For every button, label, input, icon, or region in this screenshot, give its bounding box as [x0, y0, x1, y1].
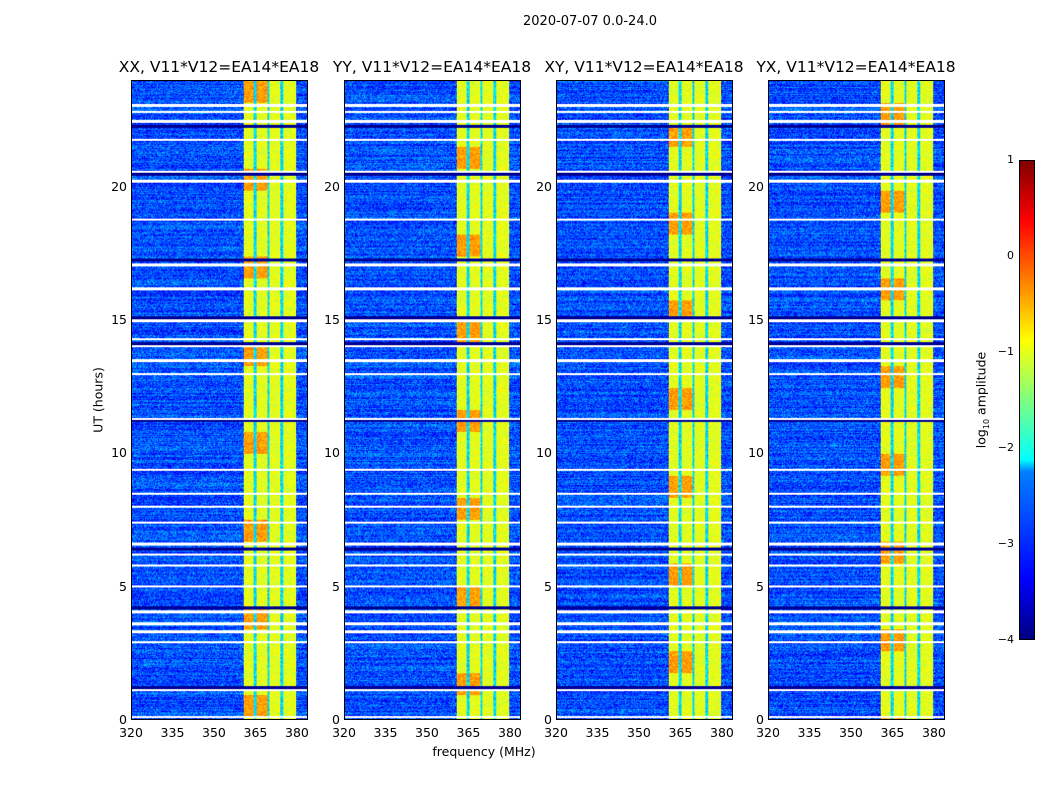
colorbar [1019, 160, 1035, 640]
x-tick-label: 365 [880, 725, 905, 740]
heatmap-canvas [769, 81, 944, 719]
y-tick-label: 20 [111, 178, 127, 194]
x-tick-label: 380 [922, 725, 946, 740]
y-tick-label: 15 [748, 312, 764, 327]
x-tick-label: 350 [627, 725, 651, 740]
y-tick-label: 0 [119, 712, 127, 727]
y-tick-label: 20 [324, 178, 340, 194]
x-tick-label: 380 [710, 725, 734, 740]
panel-title-3: XY, V11*V12=EA14*EA18 [544, 58, 744, 76]
x-tick-label: 335 [160, 725, 185, 740]
x-tick-label: 320 [756, 725, 780, 740]
heatmap-panel-3 [556, 80, 733, 720]
y-tick-label: 5 [756, 578, 764, 594]
x-tick-label: 350 [415, 725, 439, 740]
y-tick-label: 15 [111, 312, 127, 327]
x-tick-label: 335 [797, 725, 822, 740]
x-tick-label: 380 [285, 725, 309, 740]
y-tick-label: 10 [111, 445, 127, 461]
y-tick-label: 10 [324, 445, 340, 461]
y-tick-label: 5 [332, 578, 340, 594]
y-tick-label: 0 [332, 712, 340, 727]
colorbar-tick-label: 0 [1007, 249, 1014, 262]
x-tick-label: 320 [332, 725, 356, 740]
y-tick-label: 10 [536, 445, 552, 461]
colorbar-tick-label: −2 [997, 441, 1014, 454]
x-tick-label: 350 [839, 725, 863, 740]
y-axis-label: UT (hours) [90, 367, 106, 433]
x-tick-label: 365 [243, 725, 268, 740]
y-tick-label: 10 [748, 445, 764, 461]
y-tick-label: 0 [756, 712, 764, 727]
y-tick-label: 20 [536, 178, 552, 194]
heatmap-panel-2 [344, 80, 521, 720]
y-tick-label: 20 [748, 178, 764, 194]
colorbar-tick-label: −3 [997, 537, 1014, 550]
figure-title: 2020-07-07 0.0-24.0 [523, 14, 657, 29]
x-tick-label: 320 [119, 725, 143, 740]
y-tick-label: 15 [536, 312, 552, 327]
panel-title-4: YX, V11*V12=EA14*EA18 [756, 58, 956, 76]
x-tick-label: 365 [456, 725, 481, 740]
y-tick-label: 0 [544, 712, 552, 727]
x-axis-label: frequency (MHz) [432, 744, 536, 759]
colorbar-tick-label: −4 [997, 633, 1014, 646]
y-tick-label: 15 [324, 312, 340, 327]
panel-title-1: XX, V11*V12=EA14*EA18 [118, 58, 320, 76]
heatmap-panel-1 [131, 80, 308, 720]
y-tick-label: 5 [119, 578, 127, 594]
colorbar-tick-label: 1 [1007, 153, 1014, 166]
heatmap-canvas [557, 81, 732, 719]
colorbar-tick-label: −1 [997, 345, 1014, 358]
heatmap-canvas [132, 81, 307, 719]
x-tick-label: 350 [202, 725, 226, 740]
y-tick-label: 5 [544, 578, 552, 594]
x-tick-label: 320 [544, 725, 568, 740]
heatmap-panel-4 [768, 80, 945, 720]
colorbar-label: log10 amplitude [973, 351, 991, 449]
x-tick-label: 335 [373, 725, 398, 740]
x-tick-label: 335 [585, 725, 610, 740]
heatmap-canvas [345, 81, 520, 719]
x-tick-label: 365 [668, 725, 693, 740]
x-tick-label: 380 [498, 725, 522, 740]
panel-title-2: YY, V11*V12=EA14*EA18 [332, 58, 532, 76]
